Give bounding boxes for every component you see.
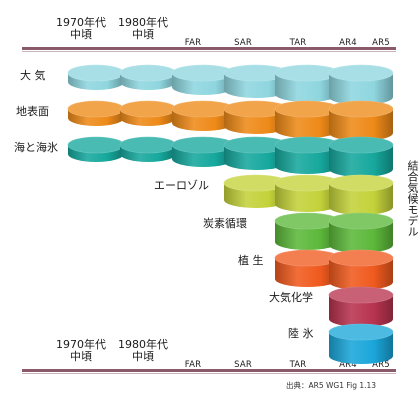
cylinder-1-2 (171, 100, 235, 131)
report-tar-bottom: TAR (289, 360, 307, 370)
label-atmosphere: 大 気 (20, 69, 46, 82)
era-header-1970s-top: 1970年代 中頃 (52, 17, 110, 41)
cylinder-1-5 (328, 100, 394, 141)
cylinder-0-2 (171, 64, 235, 95)
top-rule (22, 47, 396, 50)
era-label-line1: 1970年代 (56, 338, 106, 351)
label-atmospheric-chemistry: 大気化学 (269, 291, 313, 304)
cylinder-4-5 (328, 212, 394, 253)
cylinder-0-3 (223, 64, 289, 98)
bottom-rule (22, 369, 396, 372)
label-aerosols: エーロゾル (154, 179, 209, 192)
cylinder-2-5 (328, 136, 394, 177)
era-label-line1: 1980年代 (118, 338, 168, 351)
coupled-climate-model-title: 結合気候モデル (406, 160, 419, 237)
cylinder-1-0 (67, 100, 125, 126)
report-tar-top: TAR (289, 38, 307, 48)
report-ar4-bottom: AR4 (339, 360, 357, 370)
era-header-1980s-top: 1980年代 中頃 (112, 17, 174, 41)
report-far-bottom: FAR (184, 360, 202, 370)
cylinder-4-4 (274, 212, 340, 250)
cylinder-5-5 (328, 249, 394, 290)
label-vegetation: 植 生 (238, 254, 264, 267)
label-ocean-sea-ice: 海と海氷 (14, 141, 58, 154)
cylinder-6-5 (328, 286, 394, 327)
report-ar4-top: AR4 (339, 38, 357, 48)
era-label-line1: 1980年代 (118, 16, 168, 29)
cylinder-1-1 (119, 100, 177, 126)
cylinder-3-5 (328, 174, 394, 215)
top-rule-shadow (22, 51, 396, 52)
cylinder-5-4 (274, 249, 340, 287)
era-header-1980s-bottom: 1980年代 中頃 (112, 339, 174, 363)
cylinder-2-3 (223, 136, 289, 170)
cylinder-3-3 (223, 174, 289, 208)
source-citation: 出典：AR5 WG1 Fig 1.13 (286, 381, 377, 390)
cylinder-2-2 (171, 136, 235, 167)
era-label-line2: 中頃 (132, 350, 154, 363)
era-label-line1: 1970年代 (56, 16, 106, 29)
cylinder-0-4 (274, 64, 340, 102)
era-label-line2: 中頃 (70, 350, 92, 363)
bottom-rule-shadow (22, 373, 396, 374)
cylinder-0-1 (119, 64, 177, 90)
cylinder-7-5 (328, 323, 394, 364)
cylinder-2-1 (119, 136, 177, 162)
report-far-top: FAR (184, 38, 202, 48)
era-header-1970s-bottom: 1970年代 中頃 (52, 339, 110, 363)
cylinder-0-5 (328, 64, 394, 105)
report-ar5-top: AR5 (372, 38, 390, 48)
label-land-surface: 地表面 (16, 105, 49, 118)
report-sar-bottom: SAR (234, 360, 252, 370)
cylinder-1-4 (274, 100, 340, 138)
label-land-ice: 陸 氷 (288, 327, 314, 340)
era-label-line2: 中頃 (132, 28, 154, 41)
cylinder-3-4 (274, 174, 340, 212)
cylinder-2-0 (67, 136, 125, 162)
label-carbon-cycle: 炭素循環 (203, 217, 247, 230)
report-ar5-bottom: AR5 (372, 360, 390, 370)
cylinder-0-0 (67, 64, 125, 90)
report-sar-top: SAR (234, 38, 252, 48)
cylinder-1-3 (223, 100, 289, 134)
era-label-line2: 中頃 (70, 28, 92, 41)
